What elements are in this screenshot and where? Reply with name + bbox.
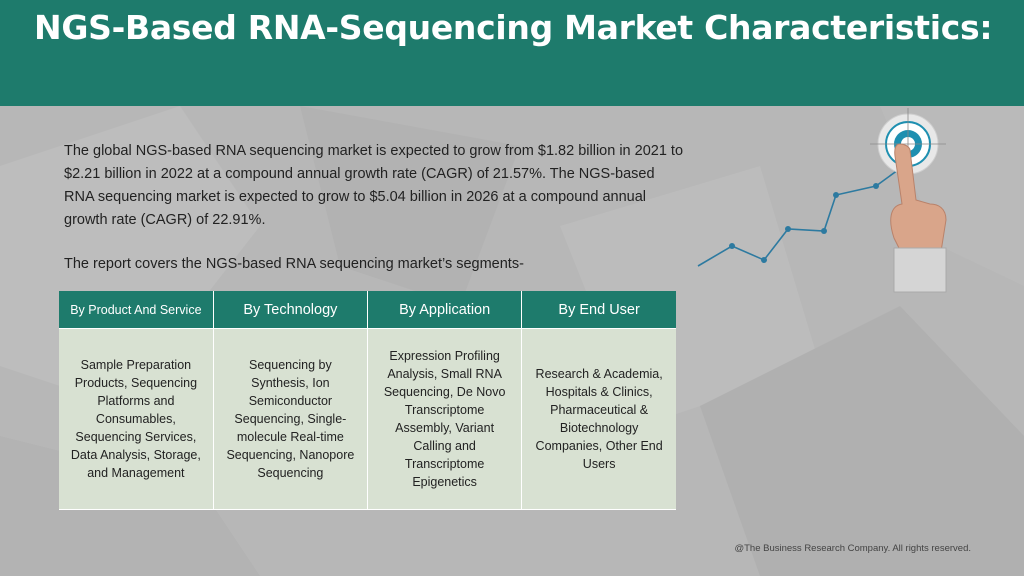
cell-application: Expression Profiling Analysis, Small RNA… <box>367 328 523 510</box>
page-title: NGS-Based RNA-Sequencing Market Characte… <box>34 8 993 47</box>
header-bar: NGS-Based RNA-Sequencing Market Characte… <box>0 0 1024 106</box>
segments-note: The report covers the NGS-based RNA sequ… <box>64 256 524 272</box>
cell-technology: Sequencing by Synthesis, Ion Semiconduct… <box>213 328 369 510</box>
header-application: By Application <box>367 291 523 329</box>
growth-chart-target-finger-icon <box>697 108 947 293</box>
table-header-row: By Product And Service By Technology By … <box>59 291 676 329</box>
copyright-footer: @The Business Research Company. All righ… <box>734 543 971 554</box>
header-end-user: By End User <box>521 291 676 329</box>
cell-product-and-service: Sample Preparation Products, Sequencing … <box>59 328 214 510</box>
cell-end-user: Research & Academia, Hospitals & Clinics… <box>521 328 676 510</box>
segments-table: By Product And Service By Technology By … <box>59 291 676 510</box>
header-technology: By Technology <box>213 291 369 329</box>
table-row: Sample Preparation Products, Sequencing … <box>59 328 676 510</box>
header-product-and-service: By Product And Service <box>59 291 214 329</box>
intro-paragraph: The global NGS-based RNA sequencing mark… <box>64 143 684 228</box>
